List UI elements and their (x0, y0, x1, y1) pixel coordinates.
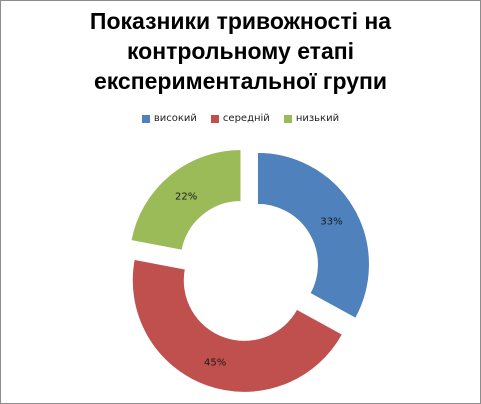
legend-swatch-low (283, 114, 292, 123)
legend-swatch-high (141, 114, 150, 123)
legend: високий середній низький (0, 113, 481, 124)
legend-label-high: високий (153, 113, 197, 124)
slice-high (256, 151, 370, 320)
title-line-2: контрольному етапі (126, 38, 355, 64)
slice-medium-label: 45% (204, 357, 226, 368)
legend-item-high: високий (141, 113, 197, 124)
title-line-3: експериментальної групи (93, 68, 388, 94)
legend-swatch-medium (210, 114, 219, 123)
slice-medium (131, 258, 344, 393)
slice-low-label: 22% (175, 191, 197, 202)
chart-title: Показники тривожності на контрольному ет… (0, 6, 481, 96)
legend-label-low: низький (295, 113, 340, 124)
legend-item-low: низький (283, 113, 340, 124)
legend-item-medium: середній (210, 113, 270, 124)
slice-low (130, 149, 242, 251)
legend-label-medium: середній (222, 113, 270, 124)
title-line-1: Показники тривожності на (89, 8, 392, 34)
slice-high-label: 33% (320, 217, 342, 228)
